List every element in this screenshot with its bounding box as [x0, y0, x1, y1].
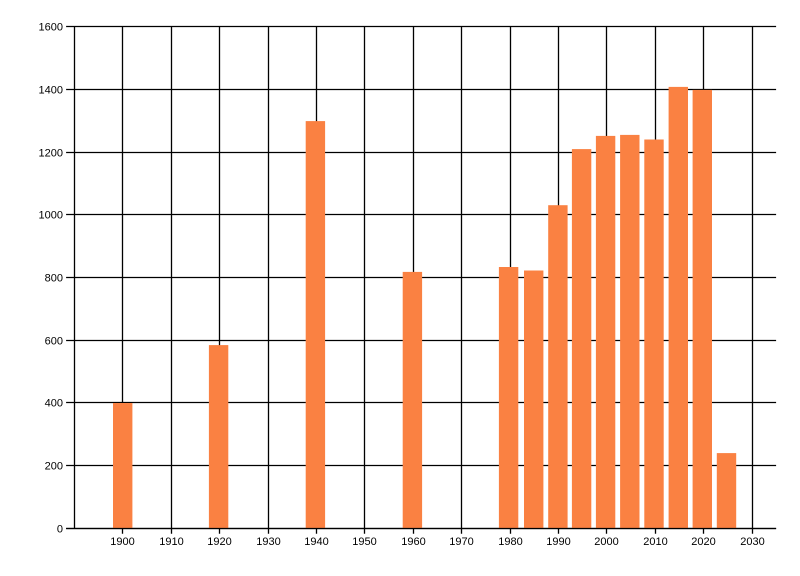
- svg-text:1000: 1000: [39, 210, 63, 222]
- svg-text:0: 0: [57, 524, 63, 536]
- svg-text:800: 800: [45, 273, 63, 285]
- svg-text:200: 200: [45, 461, 63, 473]
- svg-text:2010: 2010: [643, 536, 667, 548]
- svg-text:1920: 1920: [207, 536, 231, 548]
- svg-text:1910: 1910: [159, 536, 183, 548]
- svg-text:1950: 1950: [352, 536, 376, 548]
- svg-text:1960: 1960: [401, 536, 425, 548]
- svg-text:1200: 1200: [39, 148, 63, 160]
- svg-text:600: 600: [45, 336, 63, 348]
- svg-text:2000: 2000: [594, 536, 618, 548]
- svg-text:1990: 1990: [546, 536, 570, 548]
- svg-text:1940: 1940: [304, 536, 328, 548]
- svg-text:1400: 1400: [39, 85, 63, 97]
- svg-text:2030: 2030: [740, 536, 764, 548]
- svg-text:1900: 1900: [110, 536, 134, 548]
- svg-text:1970: 1970: [449, 536, 473, 548]
- svg-text:1600: 1600: [39, 22, 63, 34]
- svg-text:1980: 1980: [498, 536, 522, 548]
- svg-text:400: 400: [45, 398, 63, 410]
- svg-text:1930: 1930: [256, 536, 280, 548]
- svg-text:2020: 2020: [691, 536, 715, 548]
